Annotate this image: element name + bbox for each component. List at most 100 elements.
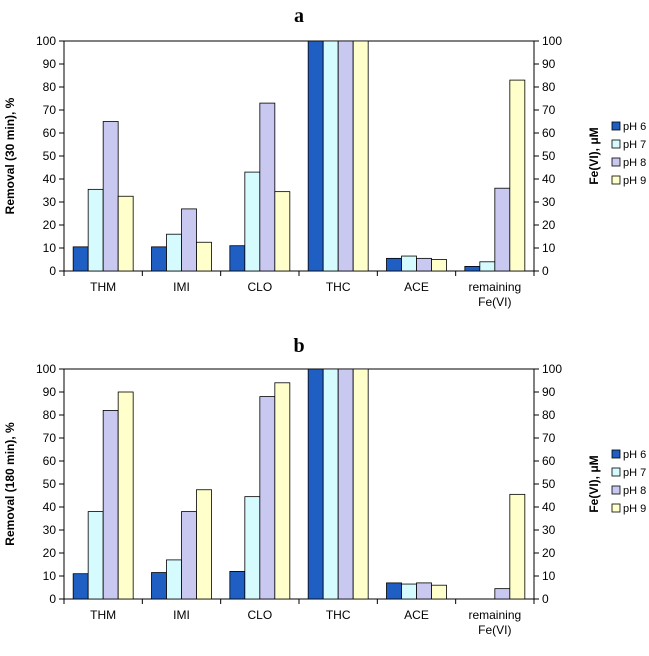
y-tick-label: 60 <box>43 454 57 468</box>
bar-pH6-THC <box>307 40 324 272</box>
y-tick-label: 50 <box>43 149 57 163</box>
bar-pH7-THC <box>322 368 339 600</box>
legend-label: pH 9 <box>623 503 646 515</box>
y-tick-label: 70 <box>43 431 57 445</box>
y-tick-label: 50 <box>43 477 57 491</box>
y2-tick-label: 50 <box>542 149 556 163</box>
y-tick-label: 60 <box>43 126 57 140</box>
y2-tick-label: 40 <box>542 500 556 514</box>
x-category-label: THC <box>326 608 351 622</box>
y2-tick-label: 40 <box>542 172 556 186</box>
plot-area <box>63 368 535 600</box>
bar-pH8-ACE <box>416 257 432 272</box>
y-tick-label: 80 <box>43 80 57 94</box>
legend-label: pH 9 <box>623 175 646 187</box>
legend-label: pH 7 <box>623 139 646 151</box>
legend-label: pH 6 <box>623 449 646 461</box>
y-tick-label: 80 <box>43 408 57 422</box>
legend-label: pH 8 <box>623 485 646 497</box>
x-category-label: THM <box>90 608 116 622</box>
y-tick-label: 0 <box>49 264 56 278</box>
bar-pH8-THM <box>102 121 119 272</box>
bar-pH6-THM <box>72 246 89 272</box>
bar-pH6-ACE <box>386 257 402 272</box>
y-tick-label: 30 <box>43 523 57 537</box>
bar-pH8-remaining-FeVI <box>494 588 511 600</box>
y-tick-label: 10 <box>43 569 57 583</box>
bar-pH7-CLO <box>244 496 261 600</box>
y-tick-label: 10 <box>43 241 57 255</box>
y2-tick-label: 100 <box>542 362 562 376</box>
legend-swatch <box>611 485 621 495</box>
bar-pH6-IMI <box>151 572 167 600</box>
legend-label: pH 7 <box>623 467 646 479</box>
x-category-label: Fe(VI) <box>478 295 511 309</box>
bar-pH8-THC <box>337 40 354 272</box>
y2-tick-label: 70 <box>542 103 556 117</box>
bar-pH6-THM <box>72 573 89 600</box>
y2-tick-label: 70 <box>542 431 556 445</box>
legend-swatch <box>611 449 621 459</box>
bar-pH8-IMI <box>181 511 197 600</box>
bar-pH6-remaining-FeVI <box>464 265 481 272</box>
y-tick-label: 90 <box>43 57 57 71</box>
bar-pH9-THM <box>117 391 134 600</box>
y-tick-label: 20 <box>43 218 57 232</box>
x-category-label: Fe(VI) <box>478 623 511 637</box>
y-tick-label: 20 <box>43 546 57 560</box>
legend-swatch <box>611 157 621 167</box>
bar-pH9-THM <box>117 195 134 272</box>
plot-area <box>63 40 535 272</box>
y2-tick-label: 80 <box>542 408 556 422</box>
legend-label: pH 8 <box>623 157 646 169</box>
y2-tick-label: 10 <box>542 569 556 583</box>
y2-tick-label: 60 <box>542 454 556 468</box>
x-category-label: remaining <box>468 608 521 622</box>
x-category-label: remaining <box>468 280 521 294</box>
y2-tick-label: 90 <box>542 57 556 71</box>
bar-pH9-remaining-FeVI <box>509 79 526 272</box>
bar-pH9-IMI <box>196 489 212 600</box>
y-tick-label: 100 <box>36 34 56 48</box>
y2-tick-label: 90 <box>542 385 556 399</box>
y-tick-label: 30 <box>43 195 57 209</box>
bar-pH6-THC <box>307 368 324 600</box>
bar-pH9-remaining-FeVI <box>509 493 526 600</box>
panel-title: b <box>293 335 304 357</box>
y2-tick-label: 30 <box>542 523 556 537</box>
bar-pH9-IMI <box>196 241 212 272</box>
bar-pH7-THM <box>87 511 104 600</box>
y2-tick-label: 80 <box>542 80 556 94</box>
y2-tick-label: 0 <box>542 592 549 606</box>
bar-pH9-THC <box>352 368 369 600</box>
y2-tick-label: 20 <box>542 218 556 232</box>
bar-pH7-THM <box>87 188 104 272</box>
bar-pH8-ACE <box>416 582 432 600</box>
bar-pH7-THC <box>322 40 339 272</box>
bar-pH6-IMI <box>151 246 167 272</box>
x-category-label: ACE <box>404 608 429 622</box>
legend-swatch <box>611 503 621 513</box>
legend-swatch <box>611 175 621 185</box>
legend-label: pH 6 <box>623 121 646 133</box>
legend-swatch <box>611 139 621 149</box>
y2-tick-label: 60 <box>542 126 556 140</box>
legend-swatch <box>611 121 621 131</box>
bar-pH7-CLO <box>244 171 261 272</box>
bar-pH6-CLO <box>229 245 246 272</box>
x-category-label: THM <box>90 280 116 294</box>
y2-tick-label: 10 <box>542 241 556 255</box>
x-category-label: ACE <box>404 280 429 294</box>
bar-pH8-THC <box>337 368 354 600</box>
x-category-label: IMI <box>173 608 190 622</box>
y-tick-label: 90 <box>43 385 57 399</box>
x-category-label: THC <box>326 280 351 294</box>
y-tick-label: 70 <box>43 103 57 117</box>
y2-tick-label: 50 <box>542 477 556 491</box>
y-axis-title: Removal (30 min), % <box>3 97 17 214</box>
bar-pH9-THC <box>352 40 369 272</box>
y-tick-label: 40 <box>43 172 57 186</box>
legend-swatch <box>611 467 621 477</box>
chart-panel-b: b 0 0 10 10 20 20 30 30 40 40 50 50 60 60 70 70 80 80 90 90 1… <box>3 335 646 637</box>
